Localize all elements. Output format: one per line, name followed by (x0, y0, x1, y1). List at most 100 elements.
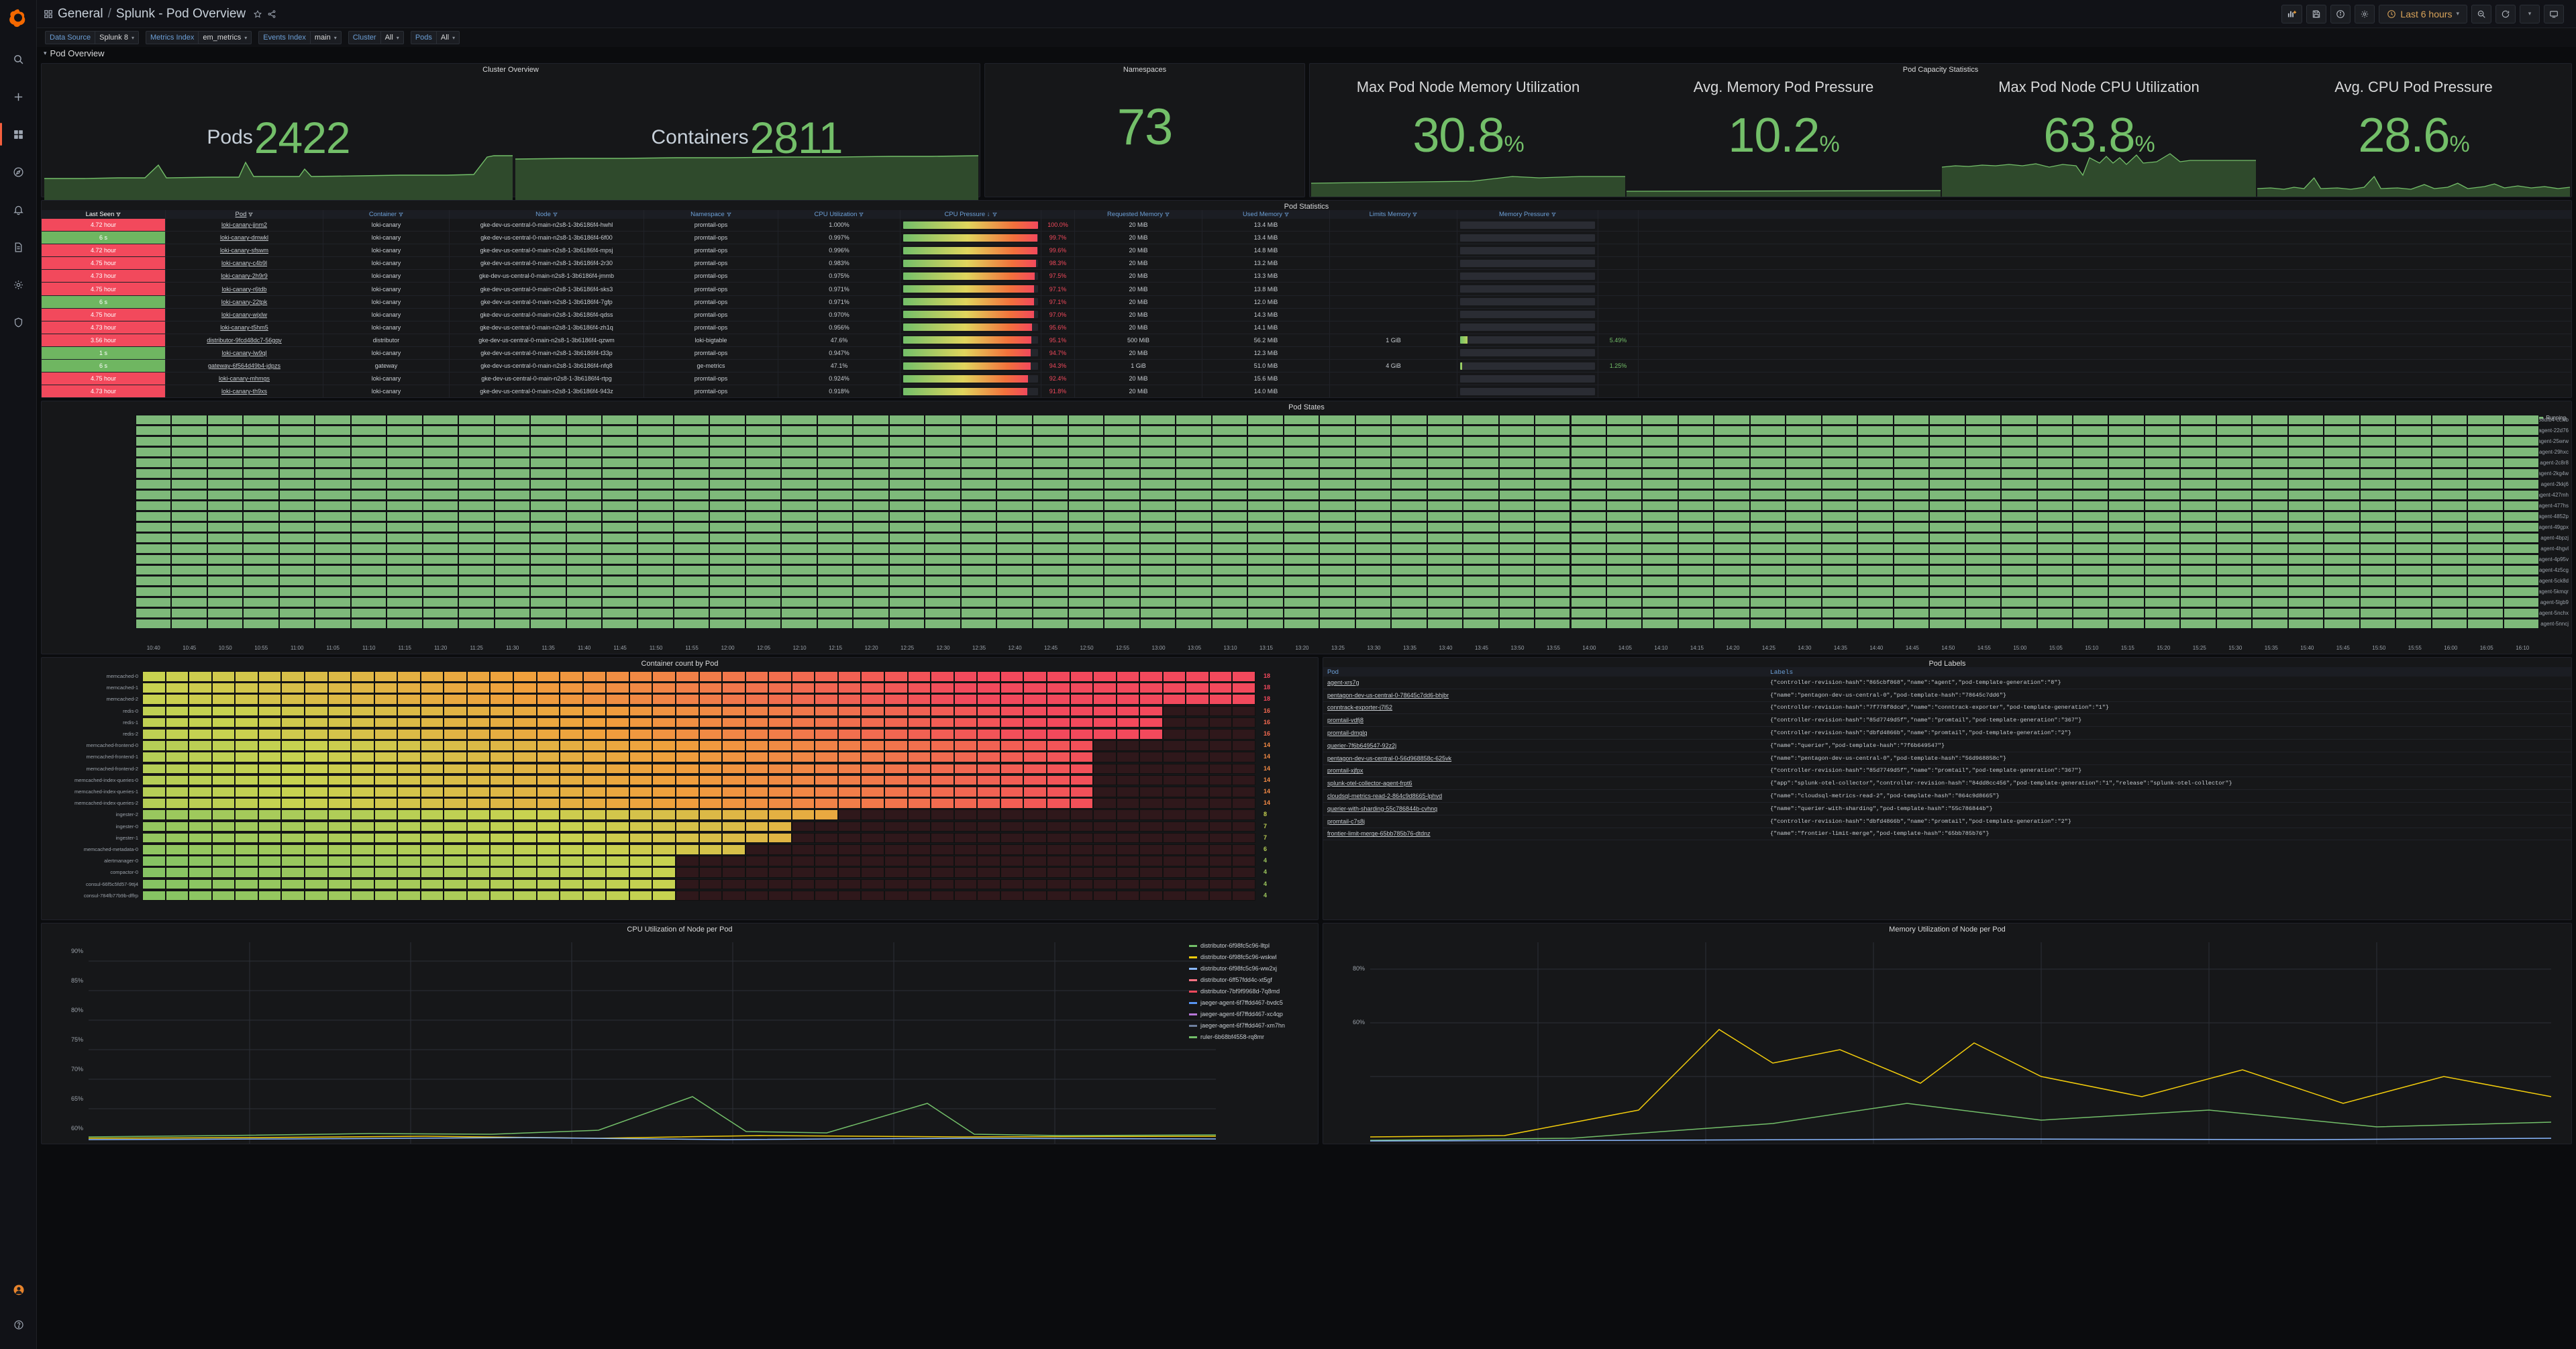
heatmap-cell[interactable] (837, 740, 862, 751)
pod-state-cell[interactable] (2001, 426, 2037, 436)
pod-state-cell[interactable] (1535, 415, 1571, 425)
heatmap-cell[interactable] (1070, 752, 1094, 763)
pod-state-cell[interactable] (2252, 447, 2288, 457)
table-row[interactable]: 4.72 hour loki-canary-sfswm loki-canary gke… (42, 244, 2571, 258)
heatmap-cell[interactable] (444, 867, 467, 879)
pod-state-cell[interactable] (1176, 554, 1212, 564)
heatmap-cell[interactable] (1000, 879, 1024, 890)
cpu-legend-item[interactable]: distributor-7bf9f9968d-7q8md (1189, 988, 1280, 995)
pod-state-cell[interactable] (2395, 511, 2432, 521)
pod-state-cell[interactable] (1786, 565, 1822, 575)
pod-state-cell[interactable] (2324, 426, 2360, 436)
pod-state-cell[interactable] (996, 458, 1033, 468)
heatmap-cell[interactable] (281, 821, 305, 832)
pod-state-cell[interactable] (817, 490, 854, 500)
pod-state-cell[interactable] (2467, 544, 2504, 554)
pod-state-cell[interactable] (1857, 576, 1894, 586)
heatmap-cell[interactable] (560, 879, 583, 890)
pod-state-cell[interactable] (637, 468, 674, 479)
pod-state-cell[interactable] (387, 511, 423, 521)
pod-state-cell[interactable] (1893, 479, 1930, 489)
heatmap-cell[interactable] (861, 879, 884, 890)
heatmap-cell[interactable] (1186, 775, 1209, 786)
heatmap-cell[interactable] (235, 717, 258, 728)
pod-state-cell[interactable] (1642, 436, 1678, 446)
heatmap-cell[interactable] (837, 775, 862, 786)
pod-state-cell[interactable] (243, 554, 279, 564)
pod-state-cell[interactable] (1535, 565, 1571, 575)
pod-state-cell[interactable] (1319, 479, 1355, 489)
pod-state-cell[interactable] (1319, 468, 1355, 479)
heatmap-cell[interactable] (629, 763, 653, 775)
heatmap-cell[interactable] (768, 809, 792, 821)
pod-state-cell[interactable] (278, 511, 315, 521)
heatmap-cell[interactable] (837, 844, 862, 855)
pod-state-cell[interactable] (781, 554, 817, 564)
pod-state-cell[interactable] (530, 511, 566, 521)
heatmap-cell[interactable] (1208, 763, 1233, 775)
pod-state-cell[interactable] (1821, 415, 1858, 425)
heatmap-cell[interactable] (977, 879, 1000, 890)
heatmap-cell[interactable] (745, 717, 769, 728)
pod-state-cell[interactable] (1606, 554, 1643, 564)
column-header-spacer[interactable] (1598, 210, 1639, 219)
pod-state-cell[interactable] (602, 587, 638, 597)
heatmap-cell[interactable] (606, 856, 629, 866)
pod-state-cell[interactable] (136, 447, 172, 457)
heatmap-cell[interactable] (954, 832, 978, 844)
heatmap-cell[interactable] (675, 844, 699, 855)
share-icon[interactable] (267, 9, 276, 19)
variable-value[interactable]: main ▾ (309, 31, 342, 44)
heatmap-cell[interactable] (374, 821, 398, 832)
heatmap-cell[interactable] (861, 821, 884, 832)
cell-pod[interactable]: loki-canary-dmwkl (166, 232, 323, 244)
heatmap-cell[interactable] (490, 890, 513, 901)
pod-state-cell[interactable] (2072, 619, 2109, 629)
table-row[interactable]: querier-with-sharding-55c786844b-cvhnq {"… (1323, 803, 2571, 815)
pod-state-cell[interactable] (1355, 619, 1392, 629)
heatmap-cell[interactable] (652, 752, 676, 763)
pod-state-cell[interactable] (2108, 511, 2145, 521)
heatmap-cell[interactable] (1046, 867, 1070, 879)
heatmap-cell[interactable] (165, 832, 189, 844)
pod-state-cell[interactable] (350, 501, 387, 511)
pod-state-cell[interactable] (1498, 415, 1535, 425)
heatmap-cell[interactable] (977, 809, 1000, 821)
pod-state-cell[interactable] (1139, 587, 1176, 597)
pod-state-cell[interactable] (2001, 522, 2037, 532)
heatmap-cell[interactable] (1000, 763, 1024, 775)
heatmap-cell[interactable] (861, 890, 884, 901)
pod-state-cell[interactable] (1355, 544, 1392, 554)
heatmap-cell[interactable] (884, 879, 908, 890)
cpu-legend-item[interactable]: distributor-6f98fc5c96-ww2xj (1189, 965, 1277, 972)
pod-state-cell[interactable] (2001, 501, 2037, 511)
pod-state-cell[interactable] (1211, 565, 1248, 575)
heatmap-cell[interactable] (931, 740, 954, 751)
heatmap-cell[interactable] (931, 683, 954, 693)
pod-state-cell[interactable] (458, 415, 495, 425)
pod-state-cell[interactable] (2216, 426, 2253, 436)
pod-state-cell[interactable] (1176, 447, 1212, 457)
heatmap-cell[interactable] (397, 798, 421, 809)
pod-state-cell[interactable] (1606, 511, 1643, 521)
pod-state-cell[interactable] (1714, 458, 1750, 468)
pod-state-cell[interactable] (1606, 458, 1643, 468)
heatmap-cell[interactable] (629, 867, 653, 879)
pod-state-cell[interactable] (494, 565, 531, 575)
pod-state-cell[interactable] (2180, 511, 2216, 521)
pod-state-cell[interactable] (817, 554, 854, 564)
pod-state-cell[interactable] (673, 511, 710, 521)
heatmap-cell[interactable] (907, 683, 931, 693)
pod-state-cell[interactable] (530, 468, 566, 479)
pod-state-cell[interactable] (530, 554, 566, 564)
heatmap-cell[interactable] (513, 717, 537, 728)
pod-state-cell[interactable] (171, 554, 207, 564)
heatmap-cell[interactable] (281, 832, 305, 844)
pod-state-cell[interactable] (1176, 544, 1212, 554)
pod-state-cell[interactable] (1929, 608, 1965, 618)
heatmap-cell[interactable] (699, 763, 723, 775)
pod-state-cell[interactable] (888, 468, 925, 479)
pod-state-cell[interactable] (1319, 608, 1355, 618)
pod-state-cell[interactable] (1786, 544, 1822, 554)
pod-state-cell[interactable] (1176, 415, 1212, 425)
